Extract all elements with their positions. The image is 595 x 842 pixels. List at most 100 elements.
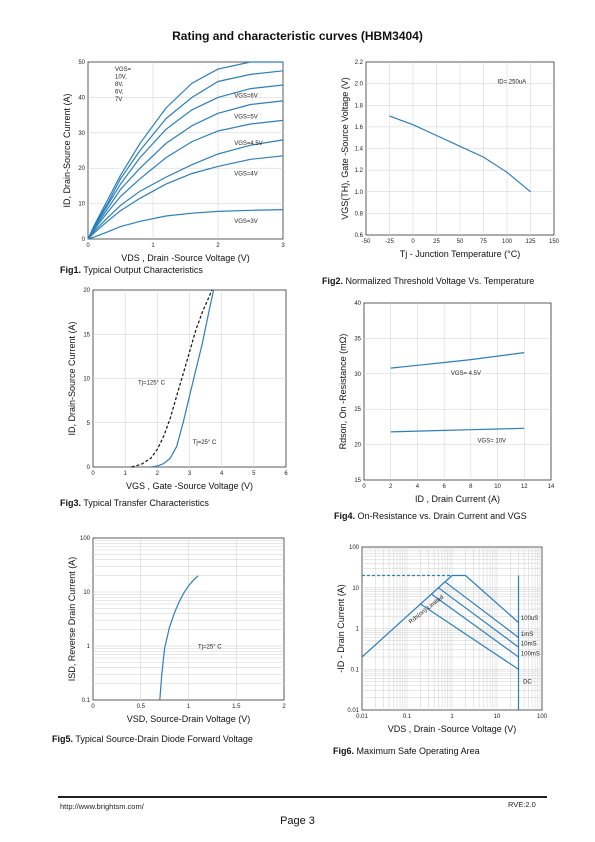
fig2-xtick-label: 125 <box>525 239 536 245</box>
fig1-label-2: VGS=4.5V <box>234 141 263 147</box>
fig1-label-3: VGS=4V <box>234 171 258 177</box>
fig6-ytick-label: 10 <box>352 586 359 592</box>
fig4-ytick-label: 15 <box>354 478 361 484</box>
fig2-chart: -50 -25 0 25 50 75 100 125 150 0.6 0.8 1.0 1.2 1.4 1.6… <box>340 60 560 259</box>
fig1-ytick-label: 10 <box>78 202 85 208</box>
fig5-y-axis-label: ISD, Reverse Drain Current (A) <box>67 557 77 682</box>
footer-rule <box>58 796 547 798</box>
fig2-caption-text: Normalized Threshold Voltage Vs. Tempera… <box>345 276 535 286</box>
fig5-series-0 <box>159 575 199 701</box>
fig2-ytick-label: 0.6 <box>355 233 364 239</box>
fig4-series-1 <box>390 427 525 433</box>
fig3-ytick-label: 20 <box>83 288 90 294</box>
fig6-chart: 0.01 0.1 1 10 100 0.01 0.1 1 10 100 VDS , Drain -S… <box>336 545 548 734</box>
fig5-ytick-label: 1 <box>87 644 91 650</box>
fig3-x-axis-label: VGS , Gate -Source Voltage (V) <box>126 481 253 491</box>
fig5-xtick-label: 0.5 <box>137 704 146 710</box>
fig6-y-axis-label: -ID - Drain Current (A) <box>336 584 346 673</box>
fig5-caption-text: Typical Source-Drain Diode Forward Volta… <box>75 734 253 744</box>
fig4-xtick-label: 12 <box>521 484 528 490</box>
fig1-xtick-label: 0 <box>86 243 90 249</box>
fig6-caption: Fig6. Maximum Safe Operating Area <box>333 746 480 756</box>
fig1-series-7 <box>87 209 284 240</box>
fig2-caption-number: Fig2. <box>322 276 344 286</box>
fig2-ytick-label: 1.6 <box>355 125 364 131</box>
fig1-series-6 <box>87 155 284 240</box>
fig4-ytick-label: 20 <box>354 443 361 449</box>
fig4-xtick-label: 6 <box>442 484 446 490</box>
fig4-xtick-label: 0 <box>362 484 366 490</box>
fig4-x-axis-label: ID , Drain Current (A) <box>415 494 500 504</box>
fig4-ytick-label: 30 <box>354 372 361 378</box>
fig2-series-0 <box>389 115 531 193</box>
fig2-xtick-label: 0 <box>411 239 415 245</box>
fig1-legend-line: 10V, <box>115 75 127 81</box>
fig3-label-0: Tj=125° C <box>138 381 166 387</box>
fig6-caption-text: Maximum Safe Operating Area <box>356 746 480 756</box>
fig6-ytick-label: 0.01 <box>347 708 359 714</box>
fig4-series-0 <box>390 352 525 369</box>
fig6-label-4: 100mS <box>521 651 540 657</box>
fig6-label-2: 1mS <box>521 632 533 638</box>
fig1-ytick-label: 30 <box>78 131 85 137</box>
fig2-xtick-label: 75 <box>480 239 487 245</box>
fig3-label-1: Tj=25° C <box>193 440 217 446</box>
fig5-chart: 0 0.5 1 1.5 2 0.1 1 10 100 VSD, Source-Drain Volt… <box>67 536 286 724</box>
fig5-xtick-label: 1.5 <box>232 704 241 710</box>
fig3-xtick-label: 1 <box>123 471 127 477</box>
fig1-caption-number: Fig1. <box>60 265 82 275</box>
fig1-x-axis-label: VDS , Drain -Source Voltage (V) <box>121 253 250 263</box>
fig1-legend-line: 8V, <box>115 82 124 88</box>
fig6-xtick-label: 100 <box>537 714 548 720</box>
fig6-series-0 <box>361 575 453 658</box>
fig1-label-4: VGS=3V <box>234 219 258 225</box>
fig4-plot-frame <box>363 302 552 481</box>
fig1-label-0: VGS=6V <box>234 93 258 99</box>
fig2-xtick-label: 150 <box>549 239 560 245</box>
fig2-ytick-label: 0.8 <box>355 211 364 217</box>
fig6-series-3 <box>444 581 519 638</box>
fig4-caption: Fig4. On-Resistance vs. Drain Current an… <box>334 511 527 521</box>
fig6-label-3: 10mS <box>521 642 537 648</box>
footer-url: http://www.brightsm.com/ <box>60 802 144 811</box>
fig1-series-5 <box>87 139 284 240</box>
fig6-label-1: 100uS <box>521 616 538 622</box>
fig1-series-0 <box>87 61 283 240</box>
fig1-series-3 <box>87 100 284 240</box>
fig3-xtick-label: 3 <box>188 471 192 477</box>
fig4-xtick-label: 10 <box>494 484 501 490</box>
fig4-ytick-label: 35 <box>354 336 361 342</box>
fig1-xtick-label: 3 <box>281 243 285 249</box>
fig3-caption: Fig3. Typical Transfer Characteristics <box>60 498 209 508</box>
fig3-ytick-label: 0 <box>87 465 91 471</box>
fig2-xtick-label: -25 <box>385 239 394 245</box>
fig2-y-axis-label: VGS(TH), Gate -Source Voltage (V) <box>340 77 350 220</box>
fig3-caption-number: Fig3. <box>60 498 82 508</box>
fig2-label-0: ID= 250uA <box>498 80 527 86</box>
fig3-series-1 <box>131 289 213 468</box>
fig4-xtick-label: 4 <box>416 484 420 490</box>
fig6-xtick-label: 0.1 <box>403 714 412 720</box>
fig1-ytick-label: 0 <box>82 237 86 243</box>
fig6-ytick-label: 100 <box>349 545 360 551</box>
fig6-ytick-label: 0.1 <box>351 667 360 673</box>
fig3-xtick-label: 2 <box>156 471 160 477</box>
fig3-ytick-label: 5 <box>87 421 91 427</box>
fig1-xtick-label: 1 <box>151 243 155 249</box>
fig4-ytick-label: 40 <box>354 301 361 307</box>
fig5-x-axis-label: VSD, Source-Drain Voltage (V) <box>127 714 251 724</box>
fig2-caption: Fig2. Normalized Threshold Voltage Vs. T… <box>322 276 534 286</box>
fig4-xtick-label: 8 <box>469 484 473 490</box>
fig1-label-1: VGS=5V <box>234 115 258 121</box>
fig6-series-5 <box>431 593 519 658</box>
footer-revision: RVE:2.0 <box>508 800 536 809</box>
fig3-xtick-label: 4 <box>220 471 224 477</box>
fig4-xtick-label: 14 <box>548 484 555 490</box>
fig2-ytick-label: 1.8 <box>355 103 364 109</box>
fig4-caption-number: Fig4. <box>334 511 356 521</box>
fig5-xtick-label: 0 <box>91 704 95 710</box>
fig5-caption: Fig5. Typical Source-Drain Diode Forward… <box>52 734 253 744</box>
fig3-chart: 0 1 2 3 4 5 6 0 5 10 15 20 VGS , Gate -Source Voltag… <box>67 288 288 491</box>
fig5-label-0: Tj=25° C <box>198 644 222 650</box>
fig5-caption-number: Fig5. <box>52 734 74 744</box>
